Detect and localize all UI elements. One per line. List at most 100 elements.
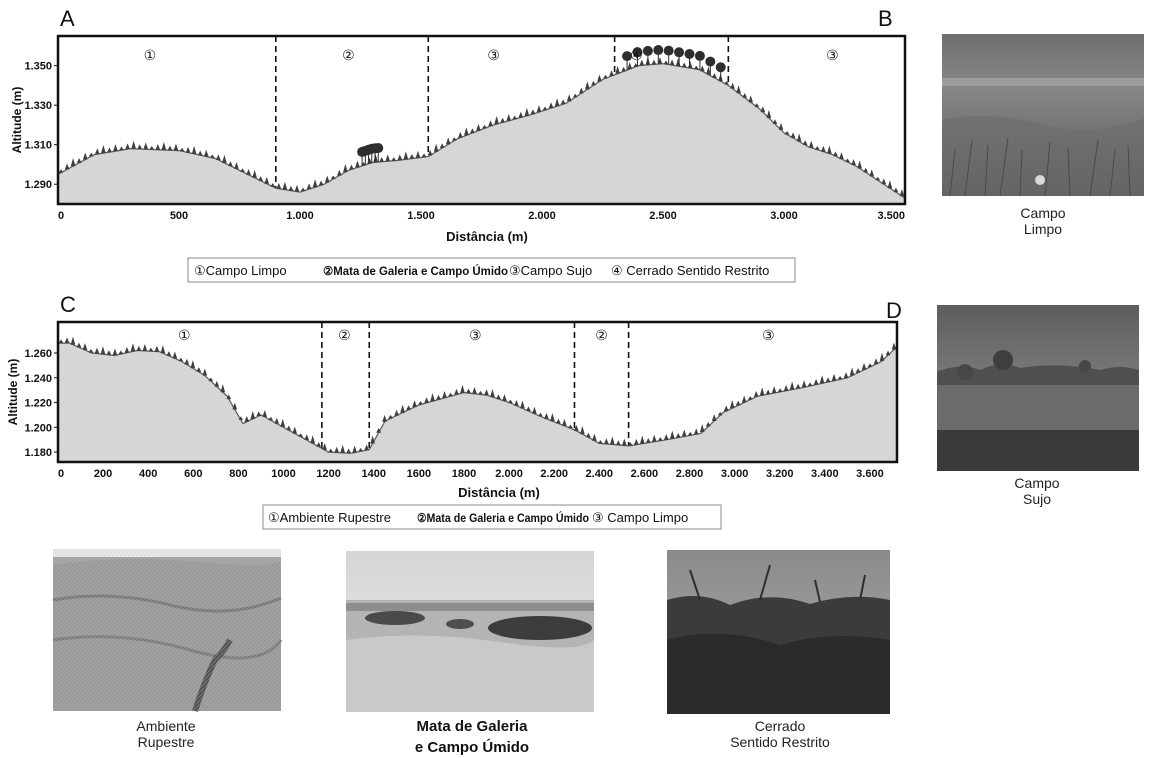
- vegetation-tuft: [466, 388, 471, 394]
- vegetation-tuft: [343, 164, 348, 173]
- vegetation-tuft: [202, 368, 208, 376]
- vegetation-tuft: [292, 426, 298, 434]
- vegetation-tuft: [652, 434, 657, 442]
- vegetation-tuft: [538, 412, 543, 417]
- vegetation-tuft: [118, 350, 124, 355]
- vegetation-tuft: [681, 429, 687, 437]
- vegetation-tuft: [58, 169, 64, 173]
- x-tick-label: 0: [58, 210, 64, 222]
- profile-c-zone-markers: ① ② ③ ② ③: [178, 328, 775, 344]
- caption-campo-sujo-2: Sujo: [1023, 491, 1051, 507]
- y-tick-label: 1.290: [24, 179, 52, 191]
- vegetation-tuft: [445, 137, 451, 145]
- vegetation-tuft: [831, 373, 837, 381]
- vegetation-tuft: [106, 350, 112, 355]
- vegetation-tuft: [736, 85, 741, 94]
- vegetation-tuft: [179, 147, 185, 152]
- vegetation-tuft: [436, 394, 441, 400]
- vegetation-tuft: [250, 410, 256, 419]
- vegetation-tuft: [604, 438, 609, 445]
- vegetation-tuft: [628, 442, 633, 446]
- vegetation-tuft: [562, 418, 567, 426]
- x-tick-label: 1.500: [407, 210, 435, 222]
- terrain-area: [58, 63, 905, 205]
- profile-a-legend-2: ②Mata de Galeria e Campo Úmido: [323, 263, 508, 278]
- photo-mata-de-galeria: [346, 551, 594, 712]
- caption-cerrado-2: Sentido Restrito: [730, 734, 830, 750]
- vegetation-tuft: [137, 144, 142, 150]
- vegetation-tuft: [646, 438, 651, 443]
- zone-marker-1: ①: [178, 328, 191, 344]
- vegetation-tuft: [615, 65, 620, 74]
- profile-a-legend-box: [187, 257, 796, 283]
- vegetation-tuft: [256, 411, 262, 417]
- profile-c-frame: [56, 320, 899, 464]
- vegetation-tuft: [421, 153, 427, 158]
- vegetation-tuft: [107, 147, 112, 153]
- vegetation-tuft: [795, 383, 801, 389]
- zone-marker-4: ②: [595, 328, 608, 344]
- vegetation-tuft: [64, 163, 70, 170]
- vegetation-tuft: [711, 414, 717, 422]
- tree-crown: [705, 56, 716, 67]
- zone-marker-2: ②: [338, 328, 351, 344]
- vegetation-tuft: [394, 409, 399, 416]
- vegetation-tuft: [875, 176, 881, 181]
- vegetation-tuft: [166, 351, 172, 356]
- vegetation-tuft: [216, 154, 221, 161]
- vegetation-tuft: [863, 167, 868, 173]
- vegetation-tuft: [891, 342, 897, 350]
- vegetation-tuft: [627, 62, 633, 70]
- vegetation-tuft: [669, 430, 675, 439]
- vegetation-tuft: [857, 160, 862, 169]
- profile-a-vegetation: [58, 45, 905, 197]
- vegetation-tuft: [879, 352, 885, 361]
- terrain-area: [58, 343, 897, 462]
- vegetation-tuft: [869, 169, 875, 177]
- vegetation-tuft: [494, 116, 499, 125]
- vegetation-tuft: [318, 180, 324, 186]
- vegetation-tuft: [801, 380, 807, 388]
- vegetation-tuft: [568, 424, 573, 429]
- profile-c-legend-box: [262, 504, 722, 530]
- vegetation-tuft: [312, 179, 318, 188]
- caption-campo-limpo-2: Limpo: [1024, 221, 1062, 237]
- vegetation-tuft: [113, 144, 118, 152]
- y-tick-label: 1.180: [24, 447, 52, 459]
- vegetation-tuft: [214, 380, 220, 387]
- profile-a-area: [57, 63, 906, 205]
- vegetation-tuft: [512, 115, 518, 120]
- vegetation-tuft: [807, 382, 813, 387]
- vegetation-tuft: [334, 446, 339, 453]
- vegetation-tuft: [839, 152, 844, 160]
- profile-a-y-ticks: 1.290 1.310 1.330 1.350: [24, 61, 58, 191]
- vegetation-tuft: [220, 384, 226, 393]
- vegetation-tuft: [544, 412, 549, 419]
- caption-ambiente-rupestre-1: Ambiente: [136, 718, 195, 734]
- vegetation-tuft: [849, 367, 855, 376]
- x-tick-label: 3.000: [721, 468, 749, 480]
- vegetation-tuft: [566, 94, 572, 102]
- vegetation-tuft: [280, 418, 286, 427]
- y-tick-label: 1.350: [24, 61, 52, 73]
- x-tick-label: 1000: [271, 468, 295, 480]
- vegetation-tuft: [526, 406, 531, 412]
- vegetation-tuft: [693, 428, 699, 435]
- corner-label-a: A: [60, 6, 75, 31]
- vegetation-tuft: [262, 410, 268, 418]
- vegetation-tuft: [185, 146, 191, 153]
- vegetation-tuft: [881, 178, 887, 185]
- vegetation-tuft: [76, 158, 82, 163]
- x-tick-label: 1600: [407, 468, 431, 480]
- vegetation-tuft: [210, 154, 215, 159]
- x-tick-label: 3.600: [856, 468, 884, 480]
- vegetation-tuft: [651, 59, 657, 65]
- profile-c-area: [58, 342, 898, 462]
- vegetation-tuft: [640, 435, 645, 444]
- profile-c-legend-3: ③ Campo Limpo: [592, 510, 688, 525]
- caption-ambiente-rupestre-2: Rupestre: [138, 734, 195, 750]
- vegetation-tuft: [472, 386, 477, 394]
- vegetation-tuft: [580, 426, 585, 435]
- vegetation-tuft: [490, 388, 495, 398]
